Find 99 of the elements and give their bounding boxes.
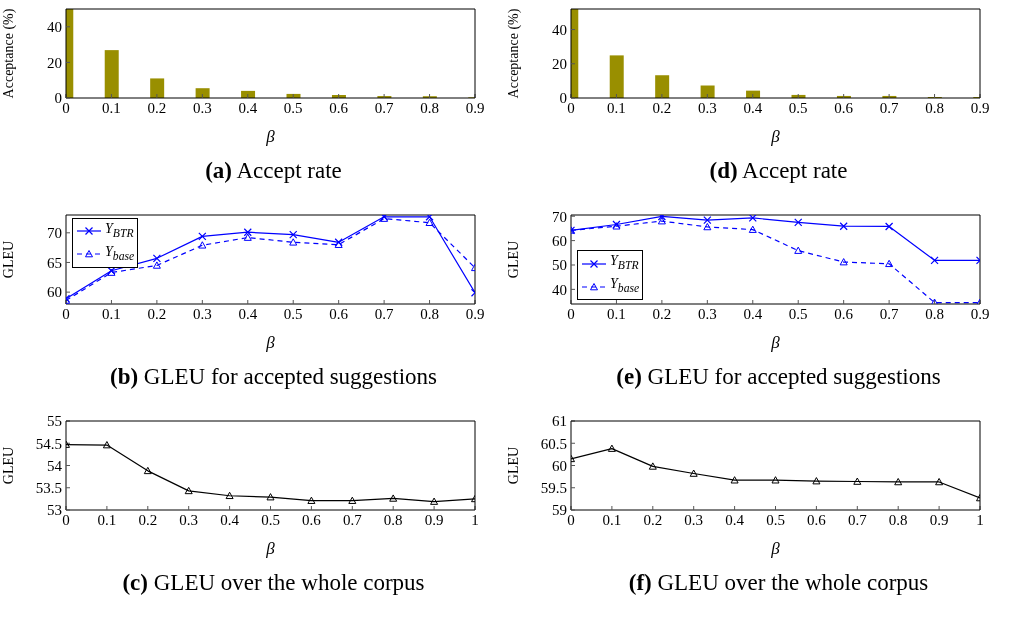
- x-tick-label: 0.8: [420, 305, 439, 322]
- text: (e) GLEU for accepted suggestions: [615, 364, 942, 390]
- x-tick-label: 0.3: [697, 305, 717, 322]
- y-tick-label: 60: [47, 284, 62, 301]
- legend-label: Y$_{base}$: [105, 242, 135, 265]
- x-tick-label: 0.2: [138, 511, 158, 528]
- x-tick-label: 0.6: [302, 511, 322, 528]
- x-tick-label: 0.6: [834, 99, 854, 116]
- x-tick-label: 0.9: [465, 99, 485, 116]
- y-tick-label: 53.5: [35, 480, 62, 497]
- x-tick-label: 0.5: [283, 305, 303, 322]
- y-tick-label: 20: [552, 56, 567, 73]
- x-tick-label: 0.3: [684, 511, 704, 528]
- x-tick-label: 0.7: [847, 511, 868, 528]
- x-tick-label: 0.4: [743, 305, 763, 322]
- y-axis-title: GLEU: [0, 446, 16, 485]
- x-tick-label: 0.7: [879, 99, 899, 116]
- x-tick-label: 0.8: [420, 99, 439, 116]
- x-axis-title: β: [265, 539, 276, 558]
- x-tick-label: 0.5: [261, 511, 280, 528]
- x-tick-label: 0.2: [643, 511, 663, 528]
- x-tick-label: 0.5: [766, 511, 785, 528]
- x-tick-label: 0.1: [97, 511, 117, 528]
- y-axis-title: Acceptance (%): [505, 8, 522, 99]
- text: (f) GLEU over the whole corpus: [627, 570, 930, 596]
- text: (c) GLEU over the whole corpus: [121, 570, 426, 596]
- y-axis-title: GLEU: [505, 240, 521, 279]
- x-axis-title: β: [770, 127, 781, 146]
- x-tick-label: 0.3: [697, 99, 717, 116]
- x-tick-label: 0.3: [192, 99, 212, 116]
- x-tick-label: 0.6: [807, 511, 827, 528]
- x-tick-label: 0.7: [374, 305, 394, 322]
- x-tick-label: 0.7: [879, 305, 899, 322]
- x-tick-label: 0.8: [925, 99, 944, 116]
- y-tick-label: 50: [552, 257, 567, 274]
- y-tick-label: 70: [552, 208, 567, 225]
- x-tick-label: 0.4: [238, 305, 258, 322]
- x-tick-label: 1: [976, 511, 984, 528]
- x-tick-label: 0.1: [602, 511, 622, 528]
- x-tick-label: 0.8: [888, 511, 908, 528]
- x-tick-label: 0.4: [725, 511, 745, 528]
- y-tick-label: 60: [552, 457, 567, 474]
- x-tick-label: 0.1: [102, 305, 121, 322]
- legend-label: Y$_{BTR}$: [610, 252, 639, 275]
- x-tick-label: 0.5: [788, 99, 808, 116]
- y-tick-label: 40: [552, 281, 567, 298]
- y-tick-label: 54.5: [35, 435, 62, 452]
- x-tick-label: 0.4: [743, 99, 763, 116]
- x-tick-label: 0.6: [329, 305, 349, 322]
- text: (b) GLEU for accepted suggestions: [108, 364, 438, 390]
- y-tick-label: 54: [47, 457, 63, 474]
- y-axis-title: GLEU: [0, 240, 16, 279]
- x-tick-label: 0.9: [970, 305, 990, 322]
- x-tick-label: 0.2: [147, 99, 167, 116]
- x-tick-label: 0.4: [220, 511, 240, 528]
- y-axis-title: GLEU: [505, 446, 521, 485]
- y-tick-label: 59: [552, 502, 567, 519]
- x-tick-label: 0.9: [465, 305, 485, 322]
- x-tick-label: 0.3: [192, 305, 212, 322]
- text: (a) Accept rate: [204, 158, 343, 184]
- x-tick-label: 0.1: [607, 305, 626, 322]
- x-tick-label: 0.2: [652, 305, 672, 322]
- x-tick-label: 0.7: [374, 99, 394, 116]
- y-tick-label: 53: [47, 502, 62, 519]
- y-tick-label: 55: [47, 413, 62, 430]
- x-tick-label: 1: [471, 511, 479, 528]
- x-tick-label: 0.5: [788, 305, 808, 322]
- x-tick-label: 0.6: [834, 305, 854, 322]
- y-tick-label: 60: [552, 232, 567, 249]
- y-tick-label: 40: [552, 21, 567, 38]
- x-tick-label: 0.7: [342, 511, 363, 528]
- x-tick-label: 0.9: [424, 511, 444, 528]
- x-tick-label: 0.8: [383, 511, 403, 528]
- text: (d) Accept rate: [708, 158, 849, 184]
- x-axis-title: β: [770, 333, 781, 352]
- x-tick-label: 0.2: [652, 99, 672, 116]
- x-tick-label: 0.9: [970, 99, 990, 116]
- x-tick-label: 0.4: [238, 99, 258, 116]
- x-axis-title: β: [770, 539, 781, 558]
- x-axis-title: β: [265, 333, 276, 352]
- legend-label: Y$_{BTR}$: [105, 220, 134, 242]
- y-tick-label: 61: [552, 413, 567, 430]
- x-axis-title: β: [265, 127, 276, 146]
- y-axis-title: Acceptance (%): [0, 8, 17, 99]
- y-tick-label: 40: [47, 19, 62, 36]
- x-tick-label: 0.5: [283, 99, 303, 116]
- y-tick-label: 70: [47, 225, 62, 242]
- x-tick-label: 0.9: [929, 511, 949, 528]
- legend-label: Y$_{base}$: [610, 275, 640, 297]
- x-tick-label: 0.1: [102, 99, 121, 116]
- y-tick-label: 65: [47, 254, 62, 271]
- x-tick-label: 0.3: [179, 511, 199, 528]
- y-tick-label: 59.5: [540, 480, 567, 497]
- x-tick-label: 0.2: [147, 305, 167, 322]
- y-tick-label: 60.5: [540, 435, 567, 452]
- x-tick-label: 0.1: [607, 99, 626, 116]
- x-tick-label: 0.8: [925, 305, 944, 322]
- x-tick-label: 0.6: [329, 99, 349, 116]
- y-tick-label: 20: [47, 54, 62, 71]
